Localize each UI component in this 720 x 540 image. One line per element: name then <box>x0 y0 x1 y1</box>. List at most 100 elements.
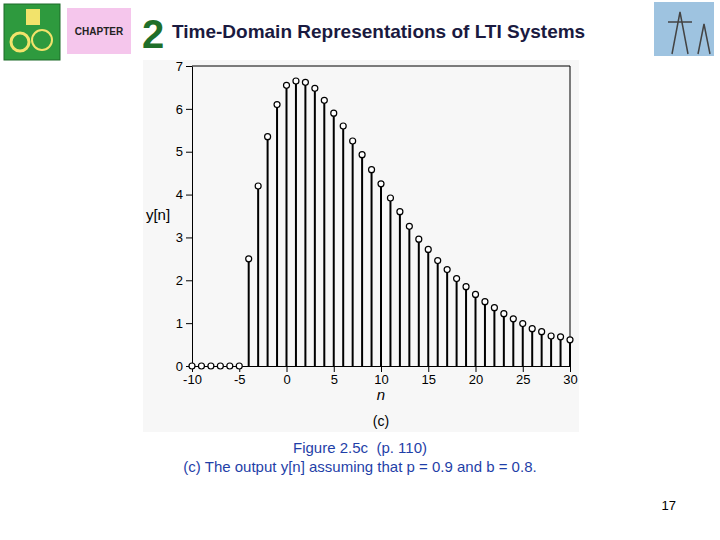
stem-marker <box>510 316 516 322</box>
x-tick-mark <box>381 366 382 372</box>
frame-right <box>570 66 571 366</box>
stem-line <box>569 340 571 366</box>
y-tick: 1 <box>176 316 192 331</box>
stem-line <box>342 126 344 366</box>
stem-marker <box>236 363 242 369</box>
stem-marker <box>284 82 290 88</box>
stem-line <box>522 324 524 366</box>
y-tick-label: 0 <box>176 359 183 374</box>
x-tick: 0 <box>283 366 290 387</box>
stem-line <box>276 105 278 366</box>
stem-marker <box>265 134 271 140</box>
y-tick-mark <box>186 280 192 281</box>
stem-line <box>257 186 259 366</box>
stem-marker <box>321 97 327 103</box>
stem-line <box>531 329 533 366</box>
stem-marker <box>208 363 214 369</box>
stem-marker <box>501 311 507 317</box>
caption-text: (c) The output y[n] assuming that p = 0.… <box>183 458 536 475</box>
panel-label: (c) <box>373 413 389 429</box>
y-tick: 3 <box>176 230 192 245</box>
chapter-number: 2 <box>142 12 164 56</box>
y-tick: 2 <box>176 273 192 288</box>
stem-marker <box>425 246 431 252</box>
stem-line <box>512 319 514 366</box>
stem-line <box>389 198 391 366</box>
x-tick-label: 20 <box>469 372 483 387</box>
slide: CHAPTER 2 Time-Domain Representations of L… <box>0 0 720 540</box>
stems <box>189 78 573 369</box>
stem-marker <box>387 195 393 201</box>
stem-marker <box>491 305 497 311</box>
y-tick: 4 <box>176 187 192 202</box>
y-tick-label: 3 <box>176 230 183 245</box>
stem-marker <box>227 363 233 369</box>
stem-marker <box>473 291 479 297</box>
stem-marker <box>558 334 564 340</box>
stem-line <box>304 82 306 366</box>
x-tick: 25 <box>516 366 530 387</box>
stem-line <box>371 170 373 366</box>
x-tick-label: -5 <box>234 372 246 387</box>
x-tick: 15 <box>422 366 436 387</box>
stem-line <box>333 113 335 366</box>
x-tick-label: 15 <box>422 372 436 387</box>
chart-background <box>143 60 579 432</box>
x-tick: 20 <box>469 366 483 387</box>
logo-gear <box>11 33 29 51</box>
stem-marker <box>293 78 299 84</box>
stem-marker <box>539 329 545 335</box>
x-tick-label: 25 <box>516 372 530 387</box>
stem-marker <box>274 102 280 108</box>
stem-marker <box>520 321 526 327</box>
y-tick-label: 4 <box>176 187 183 202</box>
y-tick-mark <box>186 66 192 67</box>
stem-marker <box>548 333 554 339</box>
stem-line <box>456 279 458 366</box>
stem-line <box>286 85 288 366</box>
chapter-label: CHAPTER <box>75 26 124 37</box>
y-tick-mark <box>186 323 192 324</box>
y-tick-label: 7 <box>176 59 183 74</box>
stem-marker <box>312 85 318 91</box>
stem-line <box>352 141 354 366</box>
stem-marker <box>406 223 412 229</box>
stem-marker <box>246 256 252 262</box>
logo-mark <box>26 9 40 25</box>
x-tick: 30 <box>563 366 577 387</box>
logo-box <box>4 4 60 60</box>
stem-line <box>493 308 495 366</box>
x-tick-label: 30 <box>563 372 577 387</box>
x-tick-mark <box>428 366 429 372</box>
caption-title: Figure 2.5c (p. 110) <box>293 439 427 456</box>
x-tick-mark <box>476 366 477 372</box>
stem-line <box>484 302 486 366</box>
y-tick-label: 6 <box>176 102 183 117</box>
stem-line <box>437 261 439 366</box>
stem-line <box>295 81 297 366</box>
x-tick-label: 10 <box>374 372 388 387</box>
stem-line <box>361 155 363 366</box>
stem-line <box>465 287 467 366</box>
stem-line <box>314 88 316 366</box>
stem-marker <box>397 209 403 215</box>
y-axis-line <box>192 67 193 367</box>
stem-marker <box>340 123 346 129</box>
heading: Time-Domain Representations of LTI Syste… <box>172 21 585 42</box>
y-tick: 5 <box>176 144 192 159</box>
stem-marker <box>529 326 535 332</box>
logo-globe <box>32 30 52 50</box>
x-tick-mark <box>334 366 335 372</box>
stem-line <box>399 212 401 366</box>
y-tick-mark <box>186 109 192 110</box>
stem-marker <box>198 363 204 369</box>
y-tick: 6 <box>176 102 192 117</box>
frame-top <box>192 66 570 67</box>
header-photo <box>654 2 714 56</box>
stem-line <box>475 294 477 366</box>
stem-marker <box>567 337 573 343</box>
stem-line <box>550 336 552 366</box>
stem-marker <box>482 299 488 305</box>
y-tick: 7 <box>176 59 192 74</box>
stem-marker <box>463 284 469 290</box>
